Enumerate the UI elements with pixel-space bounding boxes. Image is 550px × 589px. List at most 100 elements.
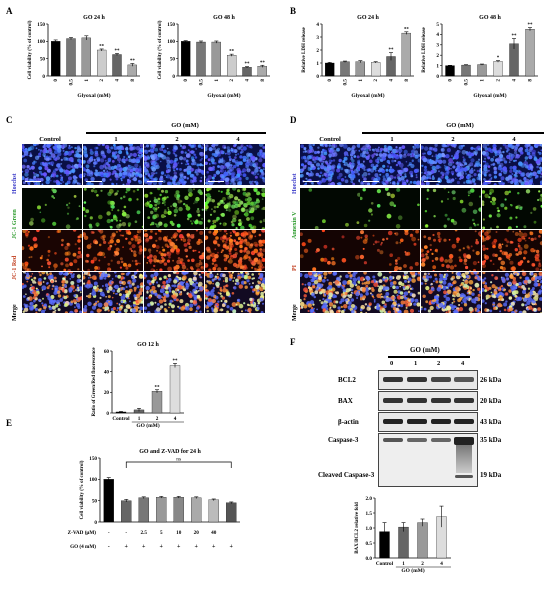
micrograph-c-merge-3: [205, 272, 265, 313]
micrograph-d-pi-2: [421, 230, 481, 271]
x-tick-label: 8: [528, 79, 534, 82]
y-axis-label: Cell viability (% of control): [80, 460, 85, 519]
x-axis-label: Glyoxal (mM): [77, 92, 110, 99]
x-tick-label: Control: [112, 416, 130, 422]
y-axis-label: Relative LDH release: [422, 26, 427, 72]
y-tick-label: 0: [42, 74, 45, 80]
significance-mark: **: [512, 34, 518, 39]
significance-mark: *: [497, 56, 500, 61]
bar: [173, 497, 184, 523]
x-tick-label: Control: [376, 561, 394, 567]
y-tick-label: 0.5: [366, 541, 373, 547]
band-label-cleaved-caspase3: Cleaved Caspase-3: [318, 471, 375, 479]
x-tick-label: 1: [84, 79, 90, 82]
y-tick-label: 40: [104, 369, 110, 375]
go-header: GO (mM): [171, 122, 199, 129]
chart-title: GO 12 h: [137, 342, 159, 348]
y-tick-label: 150: [167, 22, 175, 28]
y-axis-label: Relative LDH release: [302, 26, 307, 72]
go-cell: -: [108, 544, 110, 550]
micrograph-d-annexin-2: [421, 188, 481, 229]
x-tick-label: 0: [327, 79, 333, 82]
y-axis-label: Cell viability (% of control): [158, 20, 163, 79]
panel-label-d: D: [290, 115, 297, 125]
significance-mark: **: [99, 44, 105, 49]
zvad-cell: 2.5: [141, 530, 148, 536]
bar: [445, 65, 455, 77]
lane-0: 0: [390, 360, 394, 367]
panel-c-microscopy: Control GO (mM) 1 2 4 Hoechst JC-1 Green…: [10, 118, 270, 333]
row-label-hoechst: Hoechst: [292, 173, 298, 194]
y-tick-label: 5: [436, 22, 439, 28]
x-tick-label: 0.5: [69, 79, 75, 86]
x-axis-label: GO (mM): [136, 422, 160, 429]
x-tick-label: 0: [53, 79, 59, 82]
col-label-1: 1: [390, 136, 394, 143]
band-label-caspase3: Caspase-3: [328, 436, 359, 444]
go-cell: +: [142, 544, 146, 550]
y-tick-label: 1.0: [366, 526, 373, 532]
micrograph-d-merge-0: [300, 272, 360, 313]
significance-mark: **: [130, 59, 136, 64]
kda-actin: 43 kDa: [480, 418, 502, 426]
y-axis-label: Cell viability (% of control): [28, 20, 33, 79]
micrograph-d-merge-1: [360, 272, 420, 313]
zvad-cell: 5: [160, 530, 163, 536]
bar: [121, 500, 132, 523]
x-tick-label: 0.5: [199, 79, 205, 86]
panel-label-c: C: [6, 115, 13, 125]
x-tick-label: 4: [115, 79, 121, 82]
y-tick-label: 1.5: [366, 511, 373, 517]
bar: [401, 32, 411, 77]
x-tick-label: 2: [373, 79, 379, 82]
row-label-merge: Merge: [292, 304, 298, 321]
panel-d-microscopy: Control GO (mM) 1 2 4 Hoechst Annexin V …: [290, 118, 550, 333]
panel-label-b: B: [290, 6, 297, 16]
micrograph-c-green-3: [205, 188, 265, 229]
bar: [371, 62, 381, 77]
bar: [208, 499, 219, 523]
micrograph-c-hoechst-1: [83, 144, 143, 185]
micrograph-d-annexin-1: [360, 188, 420, 229]
bar: [525, 29, 535, 77]
row-label-pi: PI: [292, 265, 298, 271]
y-tick-label: 60: [104, 349, 110, 355]
chart-title: GO and Z-VAD for 24 h: [139, 449, 201, 455]
micrograph-d-hoechst-0: [300, 144, 360, 185]
col-label-4: 4: [512, 136, 516, 143]
bar: [325, 62, 335, 77]
band-label-bax: BAX: [338, 397, 353, 405]
bar: [127, 64, 137, 77]
micrograph-c-hoechst-2: [144, 144, 204, 185]
x-tick-label: 8: [260, 79, 266, 82]
bar: [169, 365, 181, 414]
y-tick-label: 2: [436, 53, 439, 59]
x-tick-label: 2: [421, 561, 424, 567]
significance-mark: **: [260, 61, 266, 66]
micrograph-c-red-1: [83, 230, 143, 271]
significance-mark: **: [389, 48, 395, 53]
zvad-cell: -: [125, 530, 127, 536]
bar: [81, 37, 91, 77]
micrograph-d-pi-0: [300, 230, 360, 271]
micrograph-c-red-2: [144, 230, 204, 271]
y-axis-label: BAX/BCL2 relative fold: [355, 502, 360, 554]
x-tick-label: 8: [404, 79, 410, 82]
go-header-line: [362, 132, 544, 134]
col-label-1: 1: [114, 136, 118, 143]
panel-f-western-blot: GO (mM) 0 1 2 4 BCL2 26 kDa BAX 20 kDa β…: [318, 340, 550, 490]
y-tick-label: 4: [316, 22, 319, 28]
x-tick-label: 2: [156, 416, 159, 422]
bar: [226, 502, 237, 523]
chart-b-go-48h: GO 48 h 0 1 2 3 4 5 Relative LDH release 0 0.5 1 * 2…: [422, 15, 538, 99]
band-label-actin: β-actin: [338, 418, 359, 426]
col-label-control: Control: [39, 136, 61, 143]
y-tick-label: 20: [104, 390, 110, 396]
x-tick-label: 1: [358, 79, 364, 82]
blot-bax: [378, 391, 478, 411]
x-tick-label: 0.5: [464, 79, 470, 86]
chart-a-go-48h: GO 48 h 0 50 100 150 Cell viability (% of con…: [158, 15, 270, 99]
y-tick-label: 50: [170, 56, 176, 62]
micrograph-c-green-0: [22, 188, 82, 229]
panel-label-a: A: [6, 6, 13, 16]
